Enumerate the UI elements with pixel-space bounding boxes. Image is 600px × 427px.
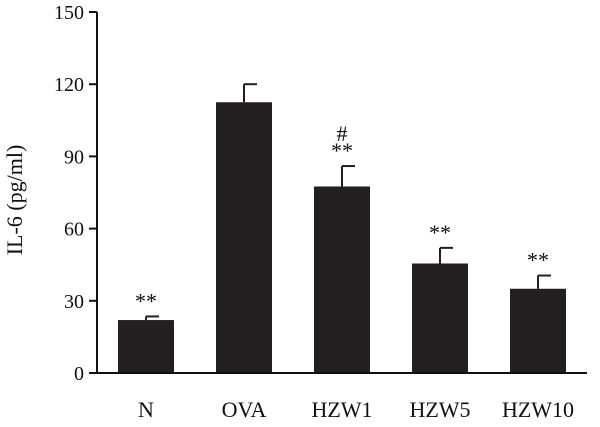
x-axis: N OVA HZW1 HZW5 HZW10 (97, 372, 587, 422)
bars: ****#**** (118, 83, 566, 373)
y-tick-label: 30 (64, 291, 84, 313)
y-tick-label: 90 (64, 146, 84, 168)
y-tick-label: 150 (54, 2, 84, 24)
y-axis-title: IL-6 (pg/ml) (2, 145, 27, 256)
x-tick-label: HZW5 (409, 397, 470, 422)
bar-ova (216, 102, 272, 373)
y-axis: 0 30 60 90 120 150 (54, 2, 98, 385)
x-tick-label: OVA (222, 397, 267, 422)
x-tick-label: N (138, 397, 154, 422)
bar-n (118, 320, 174, 373)
x-tick-label: HZW1 (311, 397, 372, 422)
bar-hzw1 (314, 186, 370, 373)
significance-label: ** (331, 138, 353, 163)
x-tick-label: HZW10 (502, 397, 574, 422)
y-tick-label: 0 (74, 363, 84, 385)
significance-label: ** (527, 248, 549, 273)
y-tick-label: 120 (54, 74, 84, 96)
significance-label: # (337, 121, 348, 146)
y-tick-label: 60 (64, 219, 84, 241)
significance-label: ** (135, 288, 157, 313)
bar-hzw10 (510, 288, 566, 373)
bar-hzw5 (412, 263, 468, 373)
significance-label: ** (429, 220, 451, 245)
